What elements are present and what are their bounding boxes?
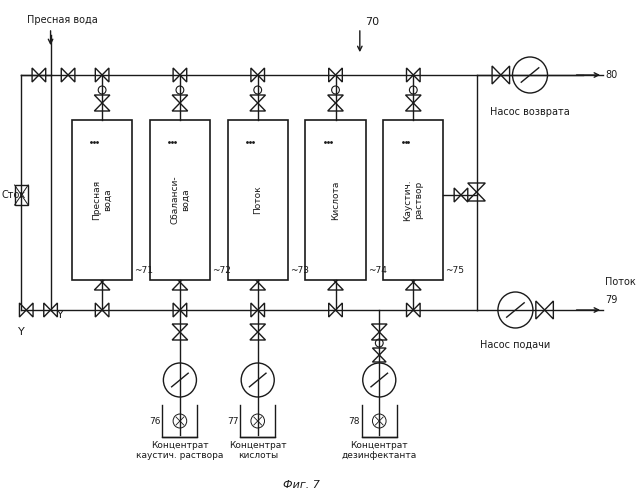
- Bar: [305, 120, 366, 280]
- Text: 70: 70: [365, 17, 379, 27]
- Bar: [150, 120, 210, 280]
- Text: Пресная
вода: Пресная вода: [93, 180, 112, 220]
- Text: ~74: ~74: [367, 266, 387, 275]
- Text: Y: Y: [57, 310, 64, 320]
- Text: 78: 78: [348, 416, 360, 426]
- Text: Сбаланси-
вода: Сбаланси- вода: [170, 176, 190, 224]
- Bar: [227, 120, 288, 280]
- Text: Сток: Сток: [2, 190, 26, 200]
- Bar: [15, 185, 28, 205]
- Text: 79: 79: [605, 295, 617, 305]
- Text: ~75: ~75: [445, 266, 465, 275]
- Text: Пресная вода: Пресная вода: [27, 15, 98, 25]
- Text: Фиг. 7: Фиг. 7: [283, 480, 320, 490]
- Text: Насос подачи: Насос подачи: [481, 340, 551, 350]
- Text: Кислота: Кислота: [331, 180, 340, 220]
- Text: Поток: Поток: [605, 277, 636, 287]
- Text: Концентрат
кислоты: Концентрат кислоты: [229, 441, 286, 460]
- Text: 80: 80: [605, 70, 617, 80]
- Text: Поток: Поток: [253, 186, 262, 214]
- Bar: [72, 120, 132, 280]
- Text: 76: 76: [149, 416, 160, 426]
- Text: ~71: ~71: [134, 266, 153, 275]
- Text: 77: 77: [227, 416, 238, 426]
- Text: ~72: ~72: [212, 266, 231, 275]
- Text: Насос возврата: Насос возврата: [490, 107, 570, 117]
- Text: Концентрат
дезинфектанта: Концентрат дезинфектанта: [342, 441, 417, 460]
- Text: Каустич.
раствор: Каустич. раствор: [404, 179, 423, 221]
- Text: Y: Y: [18, 327, 25, 337]
- Text: ~73: ~73: [290, 266, 309, 275]
- Bar: [383, 120, 443, 280]
- Text: Концентрат
каустич. раствора: Концентрат каустич. раствора: [136, 441, 224, 460]
